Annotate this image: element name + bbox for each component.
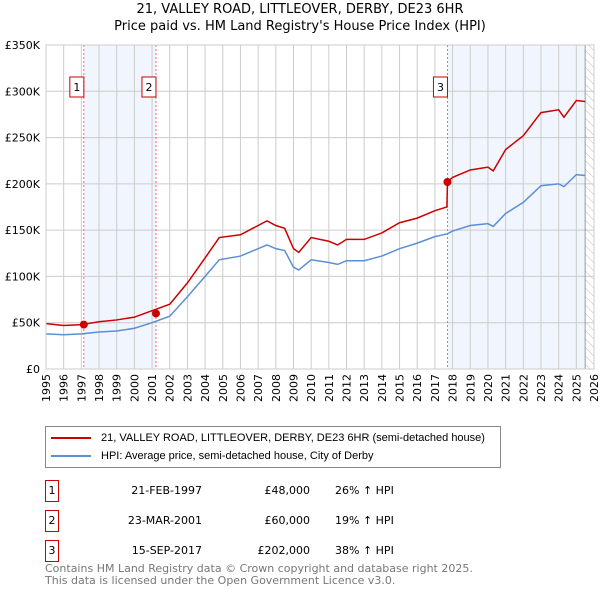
x-tick-label: 2010 — [305, 374, 318, 402]
sale-marker-box — [432, 76, 448, 98]
chart-subtitle: Price paid vs. HM Land Registry's House … — [114, 19, 486, 34]
sale-row: 2 23-MAR-2001 £60,000 19% ↑ HPI — [45, 510, 465, 532]
sale-marker-label: 2 — [145, 81, 152, 94]
y-tick-label: £350K — [5, 39, 41, 52]
x-tick-label: 2013 — [358, 374, 371, 402]
sale-point — [79, 320, 88, 329]
y-tick-label: £100K — [5, 270, 41, 283]
x-tick-label: 2003 — [181, 374, 194, 402]
series-line — [45, 99, 586, 327]
y-tick-label: £200K — [5, 178, 41, 191]
sale-marker-label: 3 — [437, 81, 444, 94]
chart-title: 21, VALLEY ROAD, LITTLEOVER, DERBY, DE23… — [136, 2, 464, 17]
forecast-hatch — [585, 45, 594, 369]
sale-marker-box — [141, 76, 157, 98]
y-tick-label: £300K — [5, 85, 41, 98]
sale-row: 3 15-SEP-2017 £202,000 38% ↑ HPI — [45, 540, 465, 562]
sale-date: 15-SEP-2017 — [131, 544, 202, 557]
x-tick-label: 2015 — [394, 374, 407, 402]
x-tick-label: 2021 — [500, 374, 513, 402]
sale-number-badge: 1 — [45, 480, 59, 502]
footer-copyright: Contains HM Land Registry data © Crown c… — [45, 562, 473, 575]
sale-price: £60,000 — [264, 514, 311, 527]
x-tick-label: 2002 — [164, 374, 177, 402]
footer-licence: This data is licensed under the Open Gov… — [45, 574, 396, 587]
plot-frame — [45, 44, 595, 370]
x-tick-label: 2011 — [323, 374, 336, 402]
sale-number-badge: 2 — [45, 510, 59, 532]
legend-swatch-hpi — [51, 455, 91, 457]
x-tick-label: 2020 — [482, 374, 495, 402]
sale-row: 1 21-FEB-1997 £48,000 26% ↑ HPI — [45, 480, 465, 502]
x-tick-label: 2006 — [234, 374, 247, 402]
sale-point — [443, 178, 452, 187]
price-chart: 1995 1996 1997 1998 1999 2000 2001 2002 2003 2004… — [5, 39, 600, 402]
legend-item-property: 21, VALLEY ROAD, LITTLEOVER, DERBY, DE23… — [51, 430, 485, 446]
y-tick-label: £50K — [12, 317, 41, 330]
x-tick-label: 1995 — [40, 374, 53, 402]
sale-marker-label: 1 — [73, 81, 80, 94]
legend-label-property: 21, VALLEY ROAD, LITTLEOVER, DERBY, DE23… — [101, 432, 485, 444]
sale-date: 21-FEB-1997 — [131, 484, 202, 497]
y-tick-label: £250K — [5, 132, 41, 145]
x-tick-label: 2008 — [270, 374, 283, 402]
x-tick-label: 2012 — [341, 374, 354, 402]
x-tick-label: 1998 — [93, 374, 106, 402]
footer: Contains HM Land Registry data © Crown c… — [45, 563, 473, 587]
x-tick-label: 2019 — [464, 374, 477, 402]
x-tick-label: 2009 — [287, 374, 300, 402]
y-tick-label: £150K — [5, 224, 41, 237]
x-tick-label: 2026 — [588, 374, 600, 402]
x-tick-label: 2017 — [429, 374, 442, 402]
sale-hpi-diff: 19% ↑ HPI — [335, 514, 394, 527]
x-tick-label: 2023 — [535, 374, 548, 402]
x-tick-label: 2000 — [128, 374, 141, 402]
x-tick-label: 2016 — [411, 374, 424, 402]
legend: 21, VALLEY ROAD, LITTLEOVER, DERBY, DE23… — [45, 426, 501, 468]
sale-marker-box — [69, 76, 85, 98]
x-tick-label: 1999 — [111, 374, 124, 402]
x-tick-label: 1996 — [58, 374, 71, 402]
sale-date: 23-MAR-2001 — [127, 514, 202, 527]
y-tick-label: £0 — [26, 363, 40, 376]
sale-price: £202,000 — [257, 544, 311, 557]
legend-item-hpi: HPI: Average price, semi-detached house,… — [51, 448, 374, 464]
legend-swatch-property — [51, 437, 91, 439]
x-tick-label: 2001 — [146, 374, 159, 402]
x-tick-label: 2025 — [570, 374, 583, 402]
x-tick-label: 2007 — [252, 374, 265, 402]
legend-label-hpi: HPI: Average price, semi-detached house,… — [101, 450, 374, 462]
x-tick-label: 2004 — [199, 374, 212, 402]
x-tick-label: 2022 — [517, 374, 530, 402]
x-tick-label: 1997 — [75, 374, 88, 402]
sale-hpi-diff: 26% ↑ HPI — [335, 484, 394, 497]
sale-number-badge: 3 — [45, 540, 59, 562]
sale-point — [151, 309, 160, 318]
x-tick-label: 2018 — [447, 374, 460, 402]
x-tick-label: 2024 — [553, 374, 566, 402]
sale-price: £48,000 — [264, 484, 311, 497]
series-line — [45, 173, 586, 336]
x-tick-label: 2005 — [217, 374, 230, 402]
x-tick-label: 2014 — [376, 374, 389, 402]
shaded-period — [83, 45, 156, 369]
sale-hpi-diff: 38% ↑ HPI — [335, 544, 394, 557]
